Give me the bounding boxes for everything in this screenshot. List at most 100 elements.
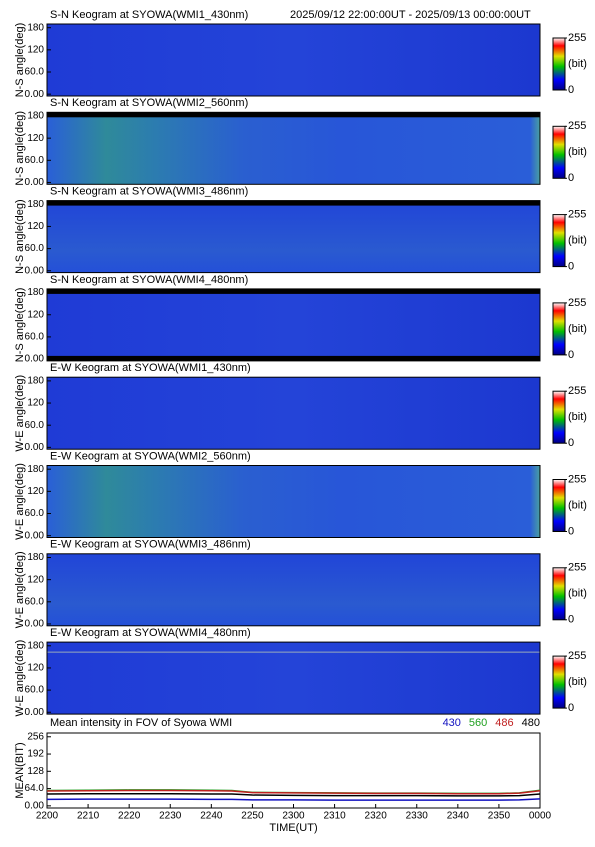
y-tick-label: 60.0 [25,508,45,519]
colorbar-tick-label: 255 [568,297,586,309]
y-axis-label: N-S angle(deg) [14,288,26,363]
panel-title: S-N Keogram at SYOWA(WMI3_486nm) [50,186,248,198]
keogram-image [47,465,540,538]
colorbar-label: (bit) [568,235,587,247]
y-tick-label: 0.00 [25,800,45,811]
colorbar-tick-label: 255 [568,562,586,574]
series-line [46,792,541,797]
y-tick-label: 180 [27,287,44,298]
panel-title: Mean intensity in FOV of Syowa WMI [50,717,232,729]
y-tick-label: 180 [27,640,44,651]
panel-title: S-N Keogram at SYOWA(WMI2_560nm) [50,97,248,109]
y-tick-label: 120 [27,574,44,585]
colorbar-tick-label: 0 [568,525,574,537]
plot-frame [46,111,541,185]
y-tick-label: 180 [27,376,44,387]
colorbar-tick-label: 255 [568,650,586,662]
y-tick-label: 60.0 [25,243,45,254]
colorbar-tick-label: 0 [568,84,574,96]
y-tick-label: 60.0 [25,332,45,343]
keogram-image [47,112,540,185]
colorbar-label: (bit) [568,676,587,688]
colorbar-label: (bit) [568,323,587,335]
colorbar-label: (bit) [568,588,587,600]
panel-title: E-W Keogram at SYOWA(WMI3_486nm) [50,539,251,551]
panel-title: E-W Keogram at SYOWA(WMI2_560nm) [50,450,251,462]
y-tick-label: 180 [27,199,44,210]
y-tick-label: 60.0 [25,685,45,696]
colorbar [552,567,566,621]
y-tick-label: 120 [27,663,44,674]
colorbar-tick-label: 255 [568,473,586,485]
x-tick-label: 2300 [282,811,305,822]
y-tick-label: 60.0 [25,155,45,166]
colorbar [552,125,566,179]
y-tick-label: 120 [27,133,44,144]
colorbar-tick-label: 255 [568,120,586,132]
y-axis-label: N-S angle(deg) [14,111,26,186]
series-line [46,789,541,795]
plot-frame [46,200,541,274]
keogram-image [47,288,540,361]
x-tick-label: 2240 [200,811,223,822]
colorbar [552,302,566,356]
x-tick-label: 2210 [77,811,100,822]
x-tick-label: 2310 [323,811,346,822]
y-tick-label: 0.00 [25,265,45,276]
plot-frame [46,553,541,627]
keogram-band [47,112,540,118]
keogram-image [47,200,540,273]
y-axis-label: W-E angle(deg) [14,375,26,452]
y-axis-label: N-S angle(deg) [14,23,26,98]
x-tick-label: 2330 [406,811,429,822]
colorbar-tick-label: 0 [568,614,574,626]
colorbar-tick-label: 0 [568,261,574,273]
y-tick-label: 192 [27,749,44,760]
colorbar-tick-label: 0 [568,437,574,449]
series-line [46,798,541,801]
keogram-band [47,355,540,361]
y-tick-label: 0.00 [25,442,45,453]
colorbar-label: (bit) [568,411,587,423]
keogram-image [47,24,540,96]
y-tick-label: 180 [27,22,44,33]
y-tick-label: 256 [27,731,44,742]
y-tick-label: 120 [27,221,44,232]
y-axis-label: W-E angle(deg) [14,640,26,717]
colorbar-label: (bit) [568,146,587,158]
plot-frame [46,288,541,362]
colorbar-tick-label: 255 [568,32,586,44]
panel-title: S-N Keogram at SYOWA(WMI1_430nm) [50,9,248,21]
x-tick-label: 2350 [488,811,511,822]
y-tick-label: 0.00 [25,707,45,718]
x-axis-label: TIME(UT) [269,822,317,834]
x-tick-label: 2220 [118,811,141,822]
plot-frame [46,376,541,450]
keogram-band [47,288,540,294]
colorbar-tick-label: 255 [568,385,586,397]
keogram-image [47,377,540,450]
y-tick-label: 60.0 [25,420,45,431]
y-axis-label: W-E angle(deg) [14,463,26,540]
colorbar-tick-label: 0 [568,349,574,361]
legend-entry: 560 [469,717,487,729]
y-tick-label: 120 [27,398,44,409]
colorbar [552,37,566,91]
plot-frame [46,641,541,715]
plot-frame [46,732,541,809]
plot-frame [46,465,541,538]
y-tick-label: 60.0 [25,596,45,607]
x-tick-label: 2250 [241,811,264,822]
y-axis-label: N-S angle(deg) [14,199,26,274]
colorbar [552,655,566,709]
colorbar-tick-label: 0 [568,702,574,714]
y-tick-label: 0.00 [25,619,45,630]
y-tick-label: 128 [27,766,44,777]
x-tick-label: 2320 [365,811,388,822]
colorbar-label: (bit) [568,499,587,511]
keogram-image [47,553,540,626]
colorbar-label: (bit) [568,58,587,70]
colorbar [552,214,566,268]
y-tick-label: 120 [27,486,44,497]
